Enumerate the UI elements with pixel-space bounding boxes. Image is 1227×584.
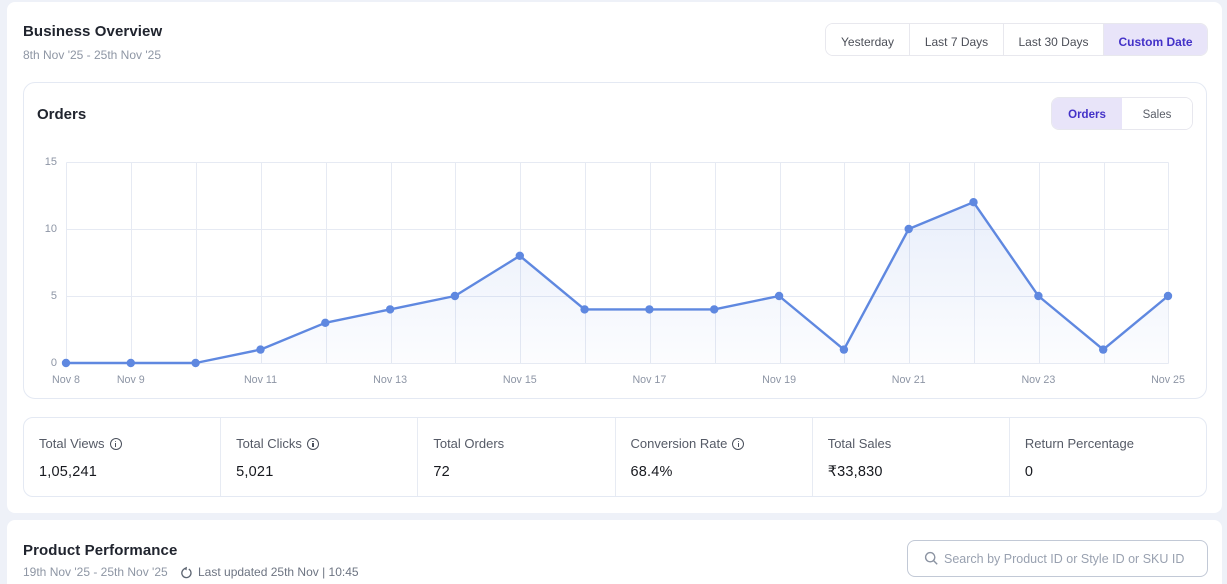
svg-text:Nov 21: Nov 21 <box>892 374 926 386</box>
svg-text:Nov 23: Nov 23 <box>1021 374 1055 386</box>
svg-text:0: 0 <box>51 357 57 369</box>
svg-text:Nov 11: Nov 11 <box>244 374 277 386</box>
svg-text:Nov 9: Nov 9 <box>117 374 145 386</box>
svg-text:Nov 8: Nov 8 <box>52 374 80 386</box>
svg-text:Nov 19: Nov 19 <box>762 374 796 386</box>
svg-text:Nov 25: Nov 25 <box>1151 374 1185 386</box>
svg-text:15: 15 <box>45 156 57 168</box>
svg-text:Nov 15: Nov 15 <box>503 374 537 386</box>
svg-text:5: 5 <box>51 290 57 302</box>
svg-text:Nov 17: Nov 17 <box>632 374 666 386</box>
svg-text:10: 10 <box>45 223 57 235</box>
svg-text:Nov 13: Nov 13 <box>373 374 407 386</box>
